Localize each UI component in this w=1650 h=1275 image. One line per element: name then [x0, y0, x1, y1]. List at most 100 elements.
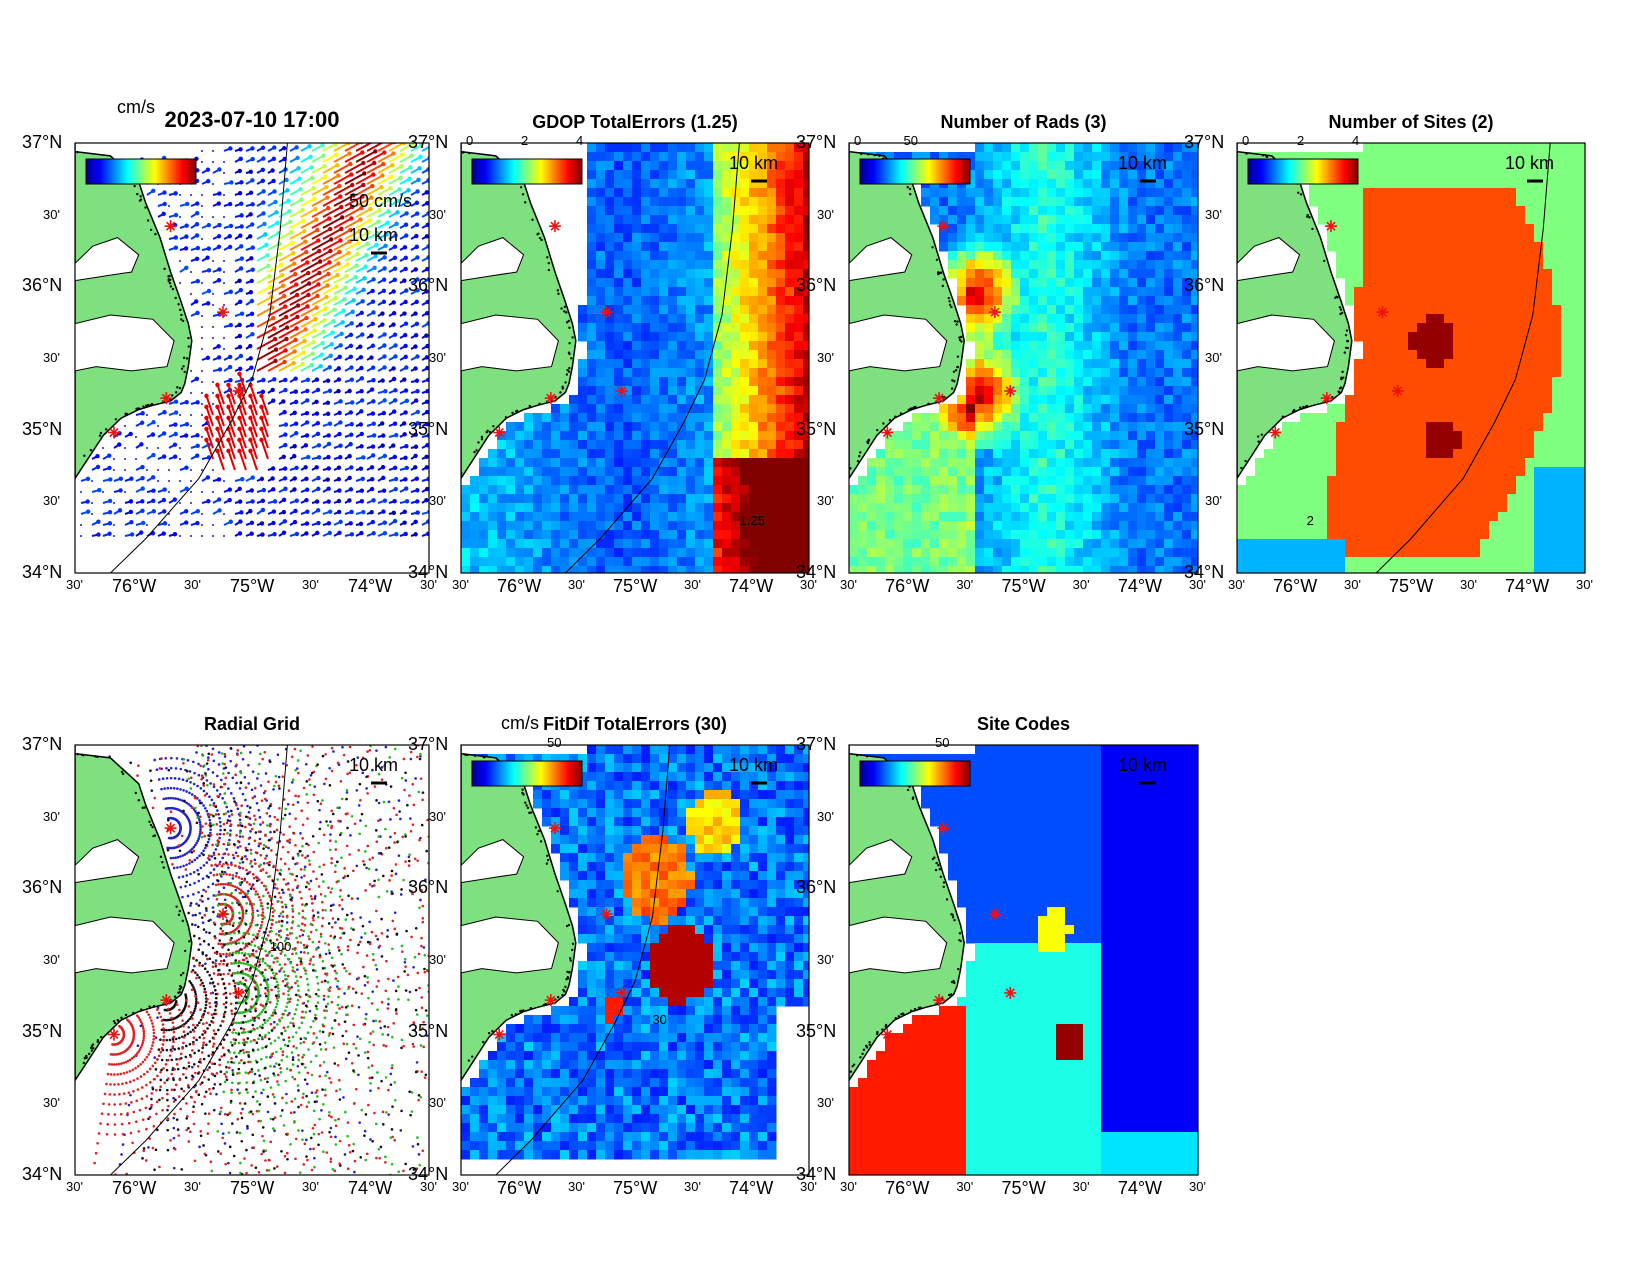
grid-cell	[578, 422, 588, 432]
grid-cell	[731, 476, 741, 486]
grid-cell	[1354, 251, 1364, 261]
grid-cell	[1155, 395, 1165, 405]
grid-cell	[1101, 539, 1111, 549]
grid-cell	[939, 449, 949, 459]
current-vector	[355, 150, 376, 163]
grid-cell	[695, 314, 705, 324]
grid-cell	[912, 512, 922, 522]
grid-cell	[1345, 449, 1355, 459]
grid-cell	[1516, 152, 1526, 162]
grid-cell	[1191, 188, 1198, 198]
grid-cell	[1453, 278, 1463, 288]
grid-cell	[1056, 476, 1066, 486]
grid-cell	[785, 251, 795, 261]
grid-cell	[785, 215, 795, 225]
grid-cell	[1480, 368, 1490, 378]
grid-cell	[1390, 395, 1400, 405]
grid-cell	[984, 269, 994, 279]
grid-cell	[794, 494, 804, 504]
grid-cell	[1534, 224, 1544, 234]
grid-cell	[957, 521, 967, 531]
grid-cell	[497, 485, 507, 495]
grid-cell	[1570, 395, 1580, 405]
grid-cell	[1164, 377, 1174, 387]
grid-cell	[858, 566, 868, 573]
grid-cell	[1570, 215, 1580, 225]
grid-cell	[1083, 530, 1093, 540]
grid-cell	[479, 476, 489, 486]
grid-cell	[975, 251, 985, 261]
grid-cell	[1110, 251, 1120, 261]
grid-cell	[1191, 485, 1198, 495]
grid-cell	[1417, 215, 1427, 225]
grid-cell	[1155, 197, 1165, 207]
grid-cell	[1173, 440, 1183, 450]
current-vector	[278, 327, 297, 339]
grid-cell	[488, 494, 498, 504]
grid-cell	[1182, 260, 1192, 270]
grid-cell	[1083, 161, 1093, 171]
grid-cell	[632, 152, 642, 162]
grid-cell	[1110, 206, 1120, 216]
grid-cell	[1029, 233, 1039, 243]
grid-cell	[506, 431, 516, 441]
grid-cell	[767, 404, 777, 414]
grid-cell	[1173, 269, 1183, 279]
grid-cell	[740, 323, 750, 333]
grid-cell	[1074, 188, 1084, 198]
grid-cell	[605, 296, 615, 306]
grid-cell	[749, 413, 759, 423]
grid-cell	[993, 206, 1003, 216]
grid-cell	[1101, 161, 1111, 171]
grid-cell	[641, 188, 651, 198]
grid-cell	[1516, 440, 1526, 450]
grid-cell	[1561, 152, 1571, 162]
grid-cell	[1579, 197, 1585, 207]
grid-cell	[1507, 152, 1517, 162]
grid-cell	[903, 449, 913, 459]
grid-cell	[1182, 233, 1192, 243]
grid-cell	[984, 287, 994, 297]
current-vector	[366, 151, 385, 163]
grid-cell	[731, 197, 741, 207]
current-vector	[289, 340, 306, 350]
grid-cell	[1327, 188, 1337, 198]
grid-cell	[1390, 242, 1400, 252]
grid-cell	[1471, 152, 1481, 162]
grid-cell	[533, 440, 543, 450]
grid-cell	[587, 359, 597, 369]
grid-cell	[1092, 215, 1102, 225]
grid-cell	[1336, 449, 1346, 459]
grid-cell	[1164, 494, 1174, 504]
grid-cell	[1354, 359, 1364, 369]
grid-cell	[1561, 242, 1571, 252]
grid-cell	[993, 395, 1003, 405]
grid-cell	[1309, 485, 1319, 495]
grid-cell	[1444, 395, 1454, 405]
grid-cell	[1498, 341, 1508, 351]
grid-cell	[1507, 377, 1517, 387]
grid-cell	[1426, 143, 1436, 153]
grid-cell	[632, 377, 642, 387]
current-vector	[267, 284, 284, 295]
grid-cell	[740, 170, 750, 180]
map-panel-vectors	[74, 142, 430, 574]
grid-cell	[1426, 431, 1436, 441]
grid-cell	[1408, 305, 1418, 315]
grid-cell	[1516, 305, 1526, 315]
grid-cell	[677, 395, 687, 405]
grid-cell	[650, 143, 660, 153]
grid-cell	[1038, 440, 1048, 450]
grid-cell	[885, 476, 895, 486]
grid-cell	[1173, 296, 1183, 306]
grid-cell	[641, 152, 651, 162]
grid-cell	[930, 494, 940, 504]
current-vector	[256, 338, 276, 350]
grid-cell	[1516, 215, 1526, 225]
grid-cell	[1137, 368, 1147, 378]
grid-cell	[785, 305, 795, 315]
grid-cell	[713, 440, 723, 450]
grid-cell	[1390, 188, 1400, 198]
grid-cell	[524, 440, 534, 450]
grid-cell	[1345, 494, 1355, 504]
